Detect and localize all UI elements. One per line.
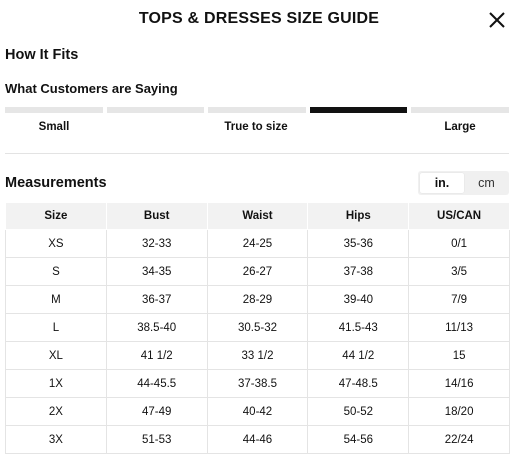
modal-title: TOPS & DRESSES SIZE GUIDE	[138, 10, 380, 27]
table-row: S 34-35 26-27 37-38 3/5	[5, 257, 510, 286]
modal-header: TOPS & DRESSES SIZE GUIDE	[0, 0, 518, 38]
table-header-row: Size Bust Waist Hips US/CAN	[5, 202, 510, 230]
cell-hips: 35-36	[307, 229, 410, 258]
cell-waist: 40-42	[206, 397, 309, 426]
column-header-size: Size	[5, 202, 107, 230]
table-row: L 38.5-40 30.5-32 41.5-43 11/13	[5, 313, 510, 342]
column-header-hips: Hips	[307, 202, 410, 230]
cell-bust: 51-53	[105, 425, 208, 454]
fit-scale-segment	[208, 107, 306, 113]
cell-hips: 37-38	[307, 257, 410, 286]
cell-hips: 47-48.5	[307, 369, 410, 398]
cell-size: L	[5, 313, 107, 342]
cell-size: M	[5, 285, 107, 314]
table-row: 1X 44-45.5 37-38.5 47-48.5 14/16	[5, 369, 510, 398]
fit-scale-segment-selected	[309, 107, 408, 113]
cell-bust: 36-37	[105, 285, 208, 314]
section-divider	[5, 153, 509, 154]
cell-bust: 34-35	[105, 257, 208, 286]
unit-toggle: in. cm	[418, 171, 509, 195]
cell-waist: 24-25	[206, 229, 309, 258]
cell-bust: 41 1/2	[105, 341, 208, 370]
table-body: XS 32-33 24-25 35-36 0/1 S 34-35 26-27 37-38 3/5 M…	[5, 229, 510, 454]
cell-us-can: 15	[408, 341, 510, 370]
cell-size: S	[5, 257, 107, 286]
cell-bust: 47-49	[105, 397, 208, 426]
cell-us-can: 3/5	[408, 257, 510, 286]
fit-label-small: Small	[38, 121, 70, 133]
measurements-heading: Measurements	[5, 175, 107, 191]
cell-size: XL	[5, 341, 107, 370]
column-header-us-can: US/CAN	[408, 202, 510, 230]
cell-hips: 41.5-43	[307, 313, 410, 342]
cell-waist: 30.5-32	[206, 313, 309, 342]
cell-us-can: 22/24	[408, 425, 510, 454]
table-row: M 36-37 28-29 39-40 7/9	[5, 285, 510, 314]
column-header-bust: Bust	[105, 202, 208, 230]
cell-size: XS	[5, 229, 107, 258]
unit-cm-button[interactable]: cm	[478, 176, 495, 190]
fit-label-true-to-size: True to size	[224, 121, 288, 133]
cell-size: 2X	[5, 397, 107, 426]
cell-size: 3X	[5, 425, 107, 454]
cell-waist: 26-27	[206, 257, 309, 286]
cell-us-can: 18/20	[408, 397, 510, 426]
cell-us-can: 11/13	[408, 313, 510, 342]
cell-hips: 44 1/2	[307, 341, 410, 370]
column-header-waist: Waist	[206, 202, 309, 230]
fit-scale-segment	[106, 107, 205, 113]
how-it-fits-heading: How It Fits	[5, 47, 79, 63]
cell-bust: 32-33	[105, 229, 208, 258]
cell-us-can: 7/9	[408, 285, 510, 314]
close-icon	[489, 12, 505, 28]
table-row: XS 32-33 24-25 35-36 0/1	[5, 229, 510, 258]
cell-size: 1X	[5, 369, 107, 398]
cell-hips: 54-56	[307, 425, 410, 454]
unit-inch-button[interactable]: in.	[420, 173, 464, 193]
table-row: 3X 51-53 44-46 54-56 22/24	[5, 425, 510, 454]
cell-bust: 44-45.5	[105, 369, 208, 398]
cell-waist: 44-46	[206, 425, 309, 454]
fit-label-large: Large	[444, 121, 476, 133]
cell-hips: 50-52	[307, 397, 410, 426]
fit-scale-segment	[411, 107, 509, 113]
cell-waist: 28-29	[206, 285, 309, 314]
cell-waist: 33 1/2	[206, 341, 309, 370]
cell-bust: 38.5-40	[105, 313, 208, 342]
table-row: 2X 47-49 40-42 50-52 18/20	[5, 397, 510, 426]
close-button[interactable]	[486, 9, 508, 31]
cell-us-can: 14/16	[408, 369, 510, 398]
cell-hips: 39-40	[307, 285, 410, 314]
cell-us-can: 0/1	[408, 229, 510, 258]
fit-scale-bar	[5, 107, 509, 113]
customers-saying-heading: What Customers are Saying	[5, 81, 178, 96]
size-table: Size Bust Waist Hips US/CAN XS 32-33 24-25…	[5, 202, 510, 454]
table-row: XL 41 1/2 33 1/2 44 1/2 15	[5, 341, 510, 370]
fit-scale-segment	[5, 107, 103, 113]
cell-waist: 37-38.5	[206, 369, 309, 398]
